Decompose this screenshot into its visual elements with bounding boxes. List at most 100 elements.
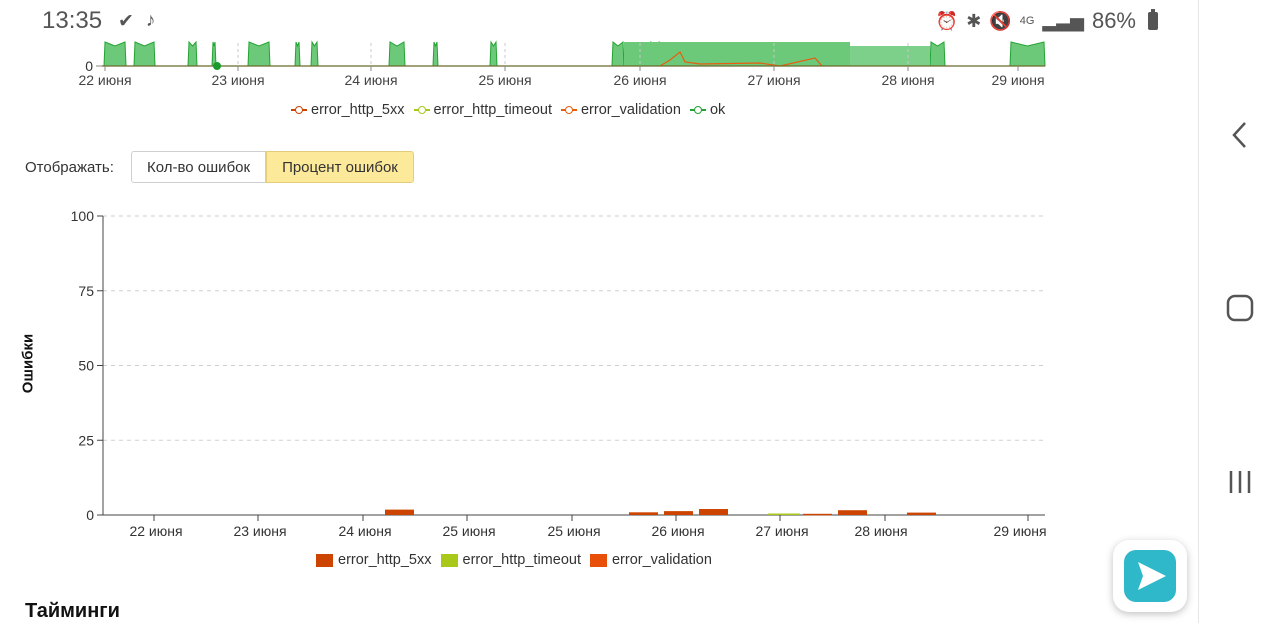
ok-area-segment (133, 41, 156, 67)
top-y-tick: 0 (85, 58, 93, 74)
music-note-icon: ♪ (145, 10, 156, 31)
legend-marker-ok (689, 105, 706, 115)
bar-error_http_5xx (629, 512, 658, 515)
battery-icon (1148, 9, 1158, 30)
network-type-icon: 4G (1019, 15, 1035, 27)
display-mode-label: Отображать: (25, 159, 114, 176)
error-validation-line (659, 51, 823, 67)
status-right: ⏰ ✱ 🔇 4G ▂▃▅ 86% (936, 8, 1158, 34)
ok-area-segment (611, 40, 625, 67)
ok-area-segment (310, 40, 319, 67)
legend-label: error_validation (611, 552, 712, 568)
bar-error_http_5xx (907, 512, 936, 515)
bar-legend-item-validation[interactable]: error_validation (589, 552, 712, 568)
legend-swatch-validation (589, 553, 607, 567)
legend-swatch-timeout (440, 553, 458, 567)
ok-area-segment (929, 41, 946, 67)
x-tick-label: 25 июня (547, 523, 600, 539)
ok-series-area (103, 40, 1046, 67)
recent-apps-icon (1229, 471, 1251, 493)
error-count-button[interactable]: Кол-во ошибок (131, 151, 267, 183)
y-tick-label: 75 (78, 283, 94, 299)
check-icon: ✔ (118, 11, 134, 32)
battery-percent: 86% (1091, 8, 1136, 33)
ok-area-segment (624, 42, 850, 66)
x-tick-label: 29 июня (993, 523, 1046, 539)
ok-series-marker (213, 62, 221, 70)
x-tick-label: 23 июня (233, 523, 286, 539)
bar-legend-item-5xx[interactable]: error_http_5xx (316, 552, 432, 568)
timings-section-title: Тайминги (25, 600, 120, 622)
play-app-icon (1124, 550, 1176, 602)
ok-area-segment (294, 41, 301, 67)
bar-error_http_5xx (838, 510, 867, 515)
status-left-icons: ✔ ♪ (118, 10, 155, 33)
bars (385, 509, 936, 516)
ok-area-segment (388, 41, 406, 67)
chevron-left-icon (1232, 122, 1246, 148)
legend-label: error_http_timeout (433, 102, 552, 118)
x-axis-ticks: 22 июня 23 июня 24 июня 25 июня 25 июня 26 ию… (129, 515, 1047, 539)
alarm-icon: ⏰ (935, 10, 959, 31)
top-chart-legend: error_http_5xx error_http_timeout error_… (291, 102, 734, 118)
y-tick-label: 50 (78, 358, 94, 374)
y-tick-label: 0 (86, 507, 94, 523)
square-home-icon (1226, 294, 1254, 322)
ok-area-segment (247, 41, 271, 67)
legend-label: error_validation (580, 102, 681, 118)
x-tick-label: 22 июня (129, 523, 182, 539)
x-tick-label: 27 июня (755, 523, 808, 539)
top-x-tick-label: 28 июня (881, 72, 934, 88)
top-x-tick-label: 22 июня (78, 72, 131, 88)
legend-label: error_http_timeout (462, 552, 581, 568)
top-legend-item-timeout[interactable]: error_http_timeout (413, 102, 552, 118)
ok-area-segment (187, 40, 198, 67)
error-percent-button[interactable]: Процент ошибок (266, 151, 414, 183)
x-tick-label: 28 июня (854, 523, 907, 539)
grid-lines (103, 215, 1045, 441)
y-tick-label: 25 (78, 432, 94, 448)
ok-area-segment (432, 41, 439, 67)
legend-marker-5xx (291, 105, 307, 115)
ok-area-segment (1009, 41, 1046, 67)
android-nav-bar (1198, 0, 1280, 623)
bar-error_http_5xx (803, 513, 832, 516)
top-legend-item-5xx[interactable]: error_http_5xx (291, 102, 405, 118)
legend-marker-validation (560, 105, 577, 115)
bar-legend-item-timeout[interactable]: error_http_timeout (440, 552, 581, 568)
y-tick-label: 100 (71, 208, 95, 224)
y-axis-ticks: 0 25 50 75 100 (71, 208, 103, 523)
ok-area-segment (489, 40, 498, 67)
top-legend-item-ok[interactable]: ok (689, 102, 726, 118)
x-tick-label: 24 июня (338, 523, 391, 539)
x-tick-label: 25 июня (442, 523, 495, 539)
top-x-tick-label: 25 июня (478, 72, 531, 88)
top-x-tick-label: 24 июня (344, 72, 397, 88)
legend-marker-timeout (413, 105, 430, 115)
back-button[interactable] (1199, 105, 1280, 165)
status-time: 13:35 (42, 7, 103, 34)
top-legend-item-validation[interactable]: error_validation (560, 102, 681, 118)
bar-error_http_timeout (768, 513, 800, 516)
legend-label: ok (709, 102, 726, 118)
floating-app-button[interactable] (1113, 540, 1187, 612)
x-tick-label: 26 июня (651, 523, 704, 539)
top-x-ticks: 22 июня 23 июня 24 июня 25 июня 26 июня 27 ию… (78, 43, 1045, 88)
bar-error_http_5xx (385, 509, 414, 515)
legend-label: error_http_5xx (338, 552, 432, 568)
display-mode-toggle: Кол-во ошибок Процент ошибок (131, 151, 414, 183)
signal-icon: ▂▃▅ (1042, 10, 1084, 31)
bluetooth-icon: ✱ (966, 10, 982, 31)
bar-chart-legend: error_http_5xx error_http_timeout error_… (316, 552, 721, 568)
top-x-tick-label: 27 июня (747, 72, 800, 88)
mute-icon: 🔇 (989, 10, 1012, 31)
bar-error_http_5xx (699, 509, 728, 515)
top-x-tick-label: 23 июня (211, 72, 264, 88)
recent-apps-button[interactable] (1199, 452, 1280, 512)
top-x-tick-label: 29 июня (991, 72, 1044, 88)
ok-area-chart: 0 22 июня 23 июня 24 июня 25 июня 26 июня 27 … (78, 40, 1046, 88)
ok-area-segment (850, 46, 930, 66)
home-button[interactable] (1199, 278, 1280, 338)
legend-label: error_http_5xx (311, 102, 405, 118)
